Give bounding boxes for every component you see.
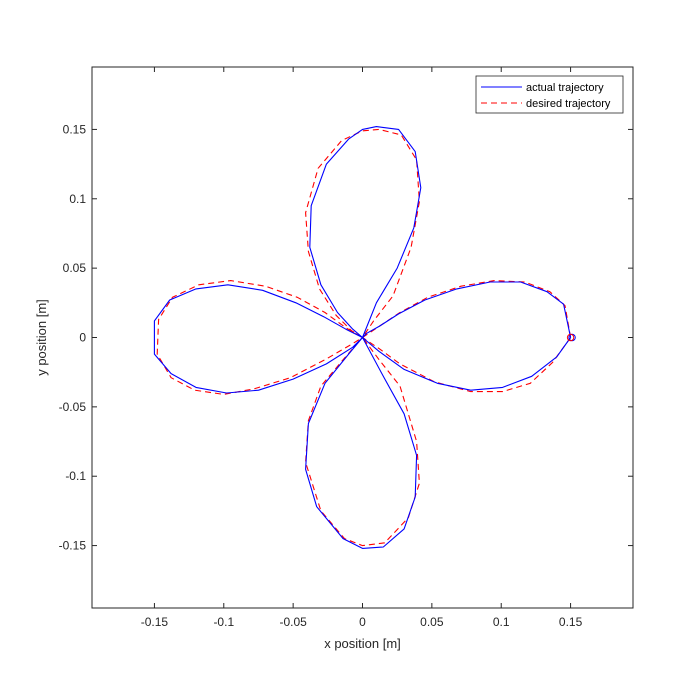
- y-tick-label: 0: [79, 331, 86, 345]
- desired-trajectory-line: [156, 128, 572, 547]
- y-tick-label: 0.05: [63, 261, 87, 275]
- x-tick-label: 0.1: [493, 615, 510, 629]
- x-tick-label: 0: [359, 615, 366, 629]
- y-tick-label: -0.1: [65, 469, 86, 483]
- x-tick-label: 0.05: [420, 615, 444, 629]
- y-tick-label: 0.15: [63, 122, 87, 136]
- legend-label-desired: desired trajectory: [526, 98, 611, 110]
- start-marker-desired: [566, 333, 575, 342]
- x-tick-label: -0.15: [141, 615, 169, 629]
- plot-frame: [91, 66, 634, 609]
- actual-trajectory-line: [153, 126, 572, 549]
- x-axis-label: x position [m]: [324, 636, 401, 651]
- y-axis-label: y position [m]: [34, 299, 49, 376]
- plot-lines: [153, 126, 576, 549]
- x-tick-label: -0.05: [279, 615, 307, 629]
- x-tick-label: -0.1: [213, 615, 234, 629]
- y-tick-label: -0.05: [59, 400, 87, 414]
- x-tick-label: 0.15: [559, 615, 583, 629]
- legend-label-actual: actual trajectory: [526, 82, 604, 94]
- legend-box: [475, 75, 624, 114]
- y-tick-label: 0.1: [69, 192, 86, 206]
- y-tick-label: -0.15: [59, 539, 87, 553]
- legend: actual trajectory desired trajectory: [475, 75, 624, 114]
- axis-ticks: -0.15 -0.1 -0.05 0 0.05 0.1 0.15 -0.15 -0.1 -0.05…: [59, 67, 633, 629]
